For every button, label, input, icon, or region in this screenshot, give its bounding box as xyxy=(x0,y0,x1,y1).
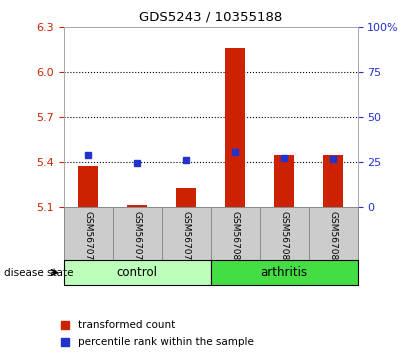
Bar xyxy=(79,166,98,207)
Text: control: control xyxy=(117,266,158,279)
Title: GDS5243 / 10355188: GDS5243 / 10355188 xyxy=(139,11,282,24)
Bar xyxy=(127,205,147,207)
Text: GSM567082: GSM567082 xyxy=(328,211,337,266)
Bar xyxy=(211,260,358,285)
Bar xyxy=(176,188,196,207)
Text: percentile rank within the sample: percentile rank within the sample xyxy=(78,337,254,347)
Text: disease state: disease state xyxy=(4,268,74,278)
Text: arthritis: arthritis xyxy=(261,266,308,279)
Bar xyxy=(64,260,210,285)
Text: transformed count: transformed count xyxy=(78,320,175,330)
Text: GSM567074: GSM567074 xyxy=(84,211,93,266)
Text: GSM567081: GSM567081 xyxy=(279,211,289,266)
Bar xyxy=(225,47,245,207)
Text: GSM567076: GSM567076 xyxy=(182,211,191,266)
Bar xyxy=(274,155,294,207)
Text: GSM567075: GSM567075 xyxy=(133,211,142,266)
Bar xyxy=(323,155,343,207)
Text: GSM567080: GSM567080 xyxy=(231,211,240,266)
